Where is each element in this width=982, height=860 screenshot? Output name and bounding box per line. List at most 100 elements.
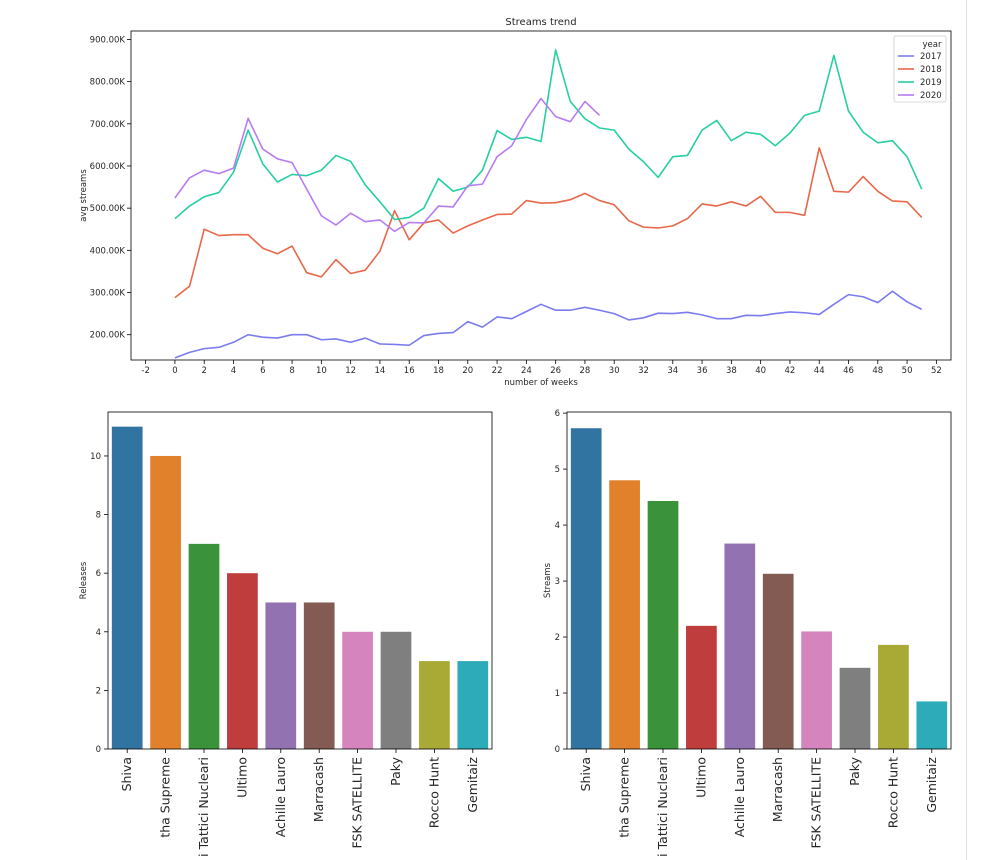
x-tick-label: 20	[462, 366, 473, 376]
x-tick-label: tha Supreme	[617, 757, 632, 838]
x-tick-label: Ultimo	[234, 757, 249, 798]
x-tick-label: Achille Lauro	[732, 757, 747, 837]
x-tick-label: 40	[755, 366, 766, 376]
y-tick-label: 800.00K	[90, 78, 126, 88]
y-tick-label: 2	[555, 633, 560, 643]
x-tick-label: 32	[638, 366, 649, 376]
releases-bar	[342, 631, 373, 749]
x-tick-label: 50	[902, 366, 913, 376]
page-divider	[966, 0, 967, 860]
legend-label: 2017	[920, 52, 942, 62]
x-tick-label: 16	[404, 366, 415, 376]
x-tick-label: -2	[141, 366, 149, 376]
x-tick-label: 0	[172, 366, 177, 376]
x-tick-label: 52	[931, 366, 942, 376]
x-tick-label: 34	[667, 366, 678, 376]
x-tick-label: tha Supreme	[158, 757, 173, 838]
y-tick-label: 8	[96, 511, 101, 521]
chart-title: Streams trend	[505, 17, 576, 28]
x-tick-label: 42	[785, 366, 796, 376]
x-tick-label: Shiva	[578, 757, 593, 791]
x-tick-label: 6	[260, 366, 265, 376]
y-tick-label: 10	[90, 452, 101, 462]
streams-bar	[724, 543, 756, 749]
y-axis-label: avg streams	[79, 169, 89, 222]
x-tick-label: 38	[726, 366, 737, 376]
series-line-2017	[174, 290, 923, 359]
x-axis-label: number of weeks	[504, 378, 578, 388]
x-tick-label: 22	[492, 366, 503, 376]
x-tick-label: 14	[375, 366, 386, 376]
x-tick-label: 4	[231, 366, 236, 376]
y-tick-label: 700.00K	[90, 120, 126, 130]
legend-label: 2018	[920, 65, 942, 75]
x-tick-label: Rocco Hunt	[885, 757, 900, 828]
x-tick-label: 10	[316, 366, 327, 376]
x-tick-label: i Tattici Nucleari	[196, 757, 211, 857]
x-tick-label: 46	[843, 366, 854, 376]
releases-bar	[303, 602, 335, 749]
y-tick-label: 6	[96, 569, 101, 579]
streams-bar	[762, 573, 794, 749]
y-tick-label: 4	[555, 521, 560, 531]
y-tick-label: 400.00K	[90, 246, 126, 256]
streams-bar	[916, 701, 948, 749]
x-tick-label: i Tattici Nucleari	[655, 757, 670, 857]
y-tick-label: 0	[96, 745, 101, 755]
releases-bar	[380, 631, 412, 749]
x-tick-label: Paky	[847, 756, 862, 785]
x-tick-label: FSK SATELLITE	[809, 757, 824, 849]
x-tick-label: 8	[289, 366, 294, 376]
legend: year 2017 2018 2019 2020	[893, 35, 947, 103]
releases-chart: Shiva tha Supreme i Tattici Nucleari Ultimo…	[79, 411, 493, 857]
x-tick-label: FSK SATELLITE	[350, 757, 365, 849]
streams-chart: Shiva tha Supreme i Tattici Nucleari Ultimo…	[543, 409, 952, 857]
x-tick-label: Marracash	[311, 757, 326, 822]
legend-box	[893, 35, 947, 103]
x-tick-label: Rocco Hunt	[426, 757, 441, 828]
series-line-2018	[174, 147, 923, 299]
series-line-2020	[174, 97, 601, 233]
x-tick-label: Achille Lauro	[273, 757, 288, 837]
y-tick-label: 5	[555, 465, 560, 475]
releases-bar	[227, 573, 258, 749]
x-tick-label: 12	[345, 366, 356, 376]
releases-bar	[111, 426, 143, 749]
x-tick-label: Ultimo	[693, 757, 708, 798]
x-tick-label: 28	[580, 366, 591, 376]
y-tick-label: 2	[96, 686, 101, 696]
x-tick-label: 26	[550, 366, 561, 376]
streams-bar	[570, 428, 602, 749]
releases-bar	[150, 455, 181, 749]
y-axis-label: Streams	[543, 562, 553, 598]
releases-bar	[188, 543, 220, 749]
releases-bar	[265, 602, 297, 749]
x-tick-label: Paky	[388, 756, 403, 785]
streams-frame	[566, 411, 952, 750]
y-tick-label: 900.00K	[90, 35, 126, 45]
line-chart-frame	[130, 30, 952, 361]
releases-bar	[419, 661, 450, 749]
y-tick-label: 6	[555, 409, 560, 419]
releases-bar	[457, 661, 489, 749]
streams-bar	[686, 625, 717, 749]
y-tick-label: 200.00K	[90, 331, 126, 341]
x-tick-label: 44	[814, 366, 825, 376]
x-tick-label: Shiva	[119, 757, 134, 791]
x-tick-label: 48	[872, 366, 883, 376]
y-tick-label: 4	[96, 628, 101, 638]
y-tick-label: 3	[555, 577, 560, 587]
line-chart: -2 0 2 4 6 8 10 12 14 16 18 20 22 24 26 28 30 32 34 36 38 40 4…	[79, 17, 952, 388]
y-tick-label: 1	[555, 689, 560, 699]
streams-bar	[839, 667, 871, 749]
legend-label: 2020	[920, 91, 942, 101]
x-tick-label: 24	[521, 366, 532, 376]
x-tick-label: Gemitaiz	[465, 757, 480, 813]
y-tick-label: 600.00K	[90, 162, 126, 172]
streams-bar	[609, 480, 640, 749]
x-tick-label: 2	[202, 366, 207, 376]
y-tick-label: 0	[555, 745, 560, 755]
streams-bar	[801, 631, 832, 749]
x-tick-label: 18	[433, 366, 444, 376]
